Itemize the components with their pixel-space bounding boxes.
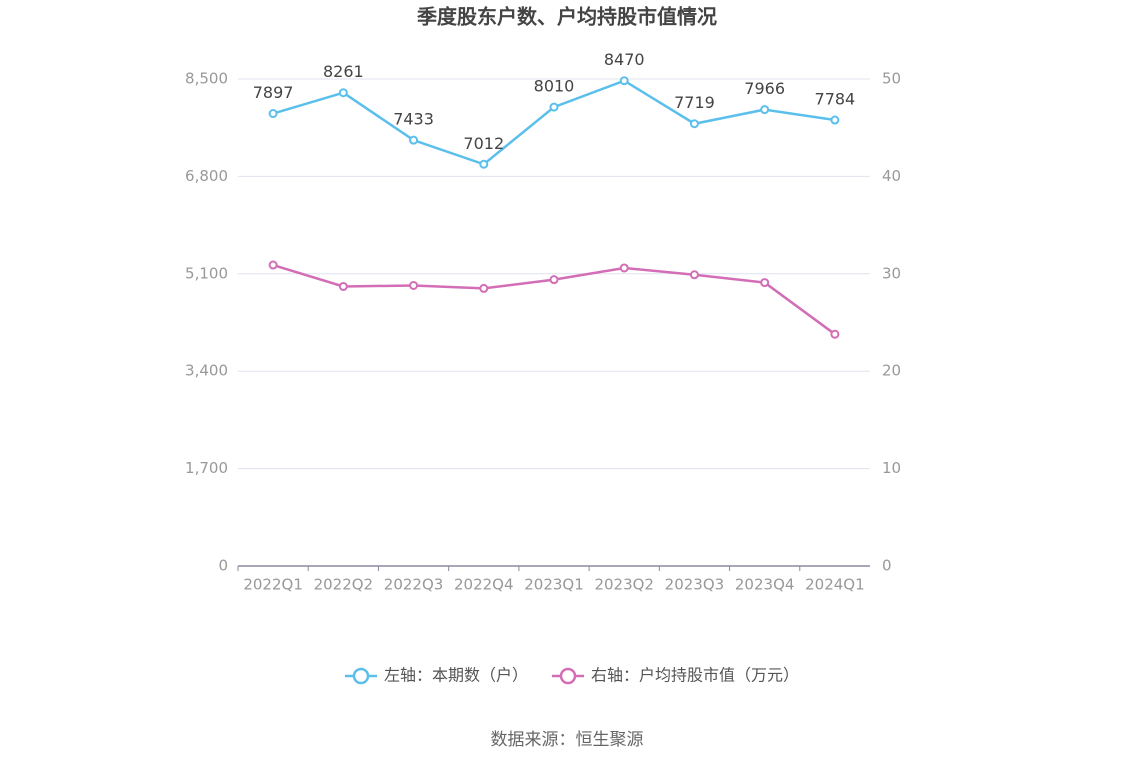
data-label: 8010 <box>534 77 575 96</box>
y2-tick-label: 0 <box>882 557 892 575</box>
legend-item[interactable]: 右轴：户均持股市值（万元） <box>552 666 799 685</box>
data-point <box>409 280 419 290</box>
chart-title: 季度股东户数、户均持股市值情况 <box>416 5 717 29</box>
source: 数据来源：恒生聚源 <box>491 730 644 750</box>
legend-marker <box>559 667 577 685</box>
data-point <box>760 105 770 115</box>
y-tick-label: 0 <box>218 557 228 575</box>
x-tick-label: 2024Q1 <box>805 576 865 594</box>
data-point <box>830 115 840 125</box>
x-tick-label: 2022Q3 <box>384 576 444 594</box>
data-point <box>549 102 559 112</box>
x-tick-label: 2022Q1 <box>243 576 303 594</box>
data-point <box>338 88 348 98</box>
data-point <box>689 119 699 129</box>
y-tick-label: 1,700 <box>185 459 228 477</box>
data-label: 7784 <box>815 90 856 109</box>
x-tick-label: 2022Q2 <box>314 576 374 594</box>
data-point <box>338 281 348 291</box>
x-tick-label: 2023Q1 <box>524 576 584 594</box>
y-tick-label: 6,800 <box>185 167 228 185</box>
y-tick-label: 5,100 <box>185 264 228 282</box>
y-tick-label: 3,400 <box>185 362 228 380</box>
y-tick-label: 8,500 <box>185 70 228 88</box>
data-label: 7966 <box>744 79 785 98</box>
legend-label: 左轴：本期数（户） <box>384 666 528 685</box>
data-label: 7012 <box>463 134 504 153</box>
data-point <box>479 159 489 169</box>
y2-tick-label: 40 <box>882 167 901 185</box>
y2-tick-label: 20 <box>882 362 901 380</box>
legend-item[interactable]: 左轴：本期数（户） <box>345 666 528 685</box>
data-point <box>619 263 629 273</box>
x-tick-label: 2023Q3 <box>665 576 725 594</box>
legend-label: 右轴：户均持股市值（万元） <box>591 666 799 685</box>
data-point <box>479 283 489 293</box>
x-tick-label: 2023Q4 <box>735 576 795 594</box>
y2-tick-label: 30 <box>882 264 901 282</box>
data-label: 8261 <box>323 62 364 81</box>
x-tick-label: 2022Q4 <box>454 576 514 594</box>
data-label: 7719 <box>674 93 715 112</box>
data-label: 8470 <box>604 50 645 69</box>
y2-tick-label: 10 <box>882 459 901 477</box>
data-point <box>830 329 840 339</box>
data-point <box>268 109 278 119</box>
data-label: 7897 <box>253 83 294 102</box>
legend-marker <box>352 667 370 685</box>
data-point <box>760 278 770 288</box>
data-point <box>549 275 559 285</box>
data-point <box>409 135 419 145</box>
x-tick-label: 2023Q2 <box>594 576 654 594</box>
data-point <box>689 270 699 280</box>
data-point <box>619 76 629 86</box>
data-point <box>268 260 278 270</box>
data-label: 7433 <box>393 110 434 129</box>
y2-tick-label: 50 <box>882 70 901 88</box>
